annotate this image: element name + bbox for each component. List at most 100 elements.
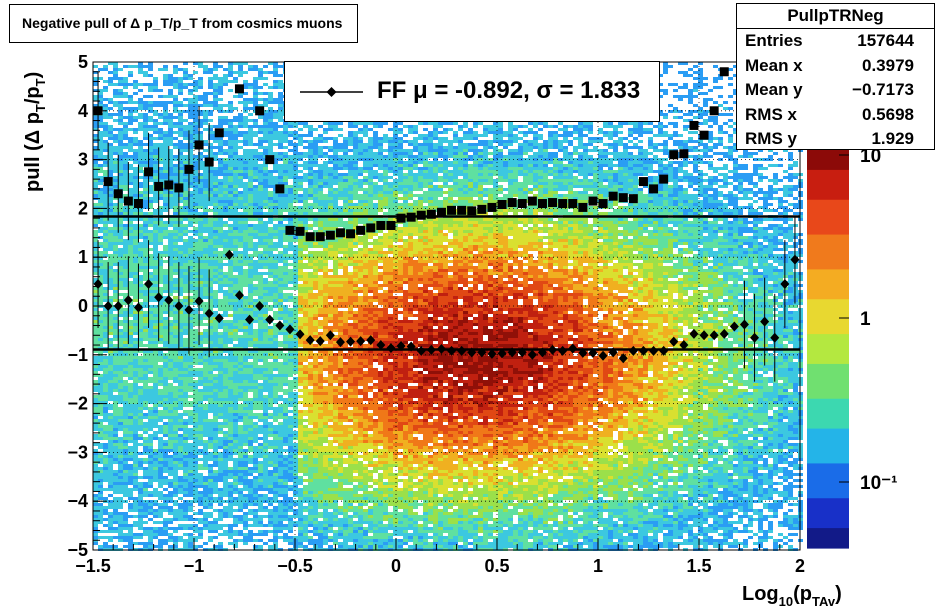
heatmap-cell [208, 395, 213, 398]
heatmap-cell [183, 230, 188, 233]
heatmap-cell [138, 494, 143, 497]
heatmap-cell [243, 191, 248, 194]
heatmap-cell [218, 287, 223, 290]
heatmap-cell [163, 542, 168, 545]
heatmap-cell [138, 317, 143, 320]
heatmap-cell [168, 338, 173, 341]
heatmap-cell [103, 134, 108, 137]
heatmap-cell [108, 284, 113, 287]
heatmap-cell [243, 497, 248, 500]
heatmap-cell [113, 386, 118, 389]
heatmap-cell [148, 287, 153, 290]
heatmap-cell [118, 311, 123, 314]
heatmap-cell [198, 437, 203, 440]
heatmap-cell [223, 182, 228, 185]
heatmap-cell [143, 206, 148, 209]
heatmap-cell [153, 530, 158, 533]
heatmap-cell [133, 392, 138, 395]
heatmap-cell [153, 419, 158, 422]
heatmap-cell [168, 377, 173, 380]
heatmap-cell [103, 314, 108, 317]
heatmap-cell [178, 83, 183, 86]
heatmap-cell [258, 197, 263, 200]
heatmap-cell [168, 344, 173, 347]
heatmap-cell [113, 491, 118, 494]
heatmap-cell [223, 533, 228, 536]
heatmap-cell [128, 362, 133, 365]
heatmap-cell [223, 386, 228, 389]
heatmap-cell [223, 263, 228, 266]
heatmap-cell [198, 536, 203, 539]
heatmap-cell [243, 299, 248, 302]
heatmap-cell [143, 224, 148, 227]
heatmap-cell [128, 308, 133, 311]
heatmap-cell [188, 380, 193, 383]
heatmap-cell [243, 140, 248, 143]
heatmap-cell [233, 533, 238, 536]
heatmap-cell [188, 182, 193, 185]
heatmap-cell [178, 428, 183, 431]
heatmap-cell [263, 425, 268, 428]
heatmap-cell [118, 89, 123, 92]
heatmap-cell [203, 395, 208, 398]
heatmap-cell [248, 248, 253, 251]
heatmap-cell [168, 440, 173, 443]
heatmap-cell [128, 167, 133, 170]
heatmap-cell [163, 230, 168, 233]
heatmap-cell [233, 290, 238, 293]
heatmap-cell [168, 173, 173, 176]
heatmap-cell [193, 482, 198, 485]
heatmap-cell [208, 224, 213, 227]
heatmap-cell [208, 530, 213, 533]
heatmap-cell [118, 533, 123, 536]
heatmap-cell [223, 530, 228, 533]
heatmap-cell [233, 518, 238, 521]
heatmap-cell [188, 224, 193, 227]
heatmap-cell [133, 431, 138, 434]
heatmap-cell [113, 323, 118, 326]
heatmap-cell [128, 365, 133, 368]
heatmap-cell [208, 272, 213, 275]
heatmap-cell [153, 260, 158, 263]
heatmap-cell [143, 200, 148, 203]
heatmap-cell [103, 479, 108, 482]
heatmap-cell [238, 221, 243, 224]
heatmap-cell [248, 179, 253, 182]
heatmap-cell [98, 467, 103, 470]
heatmap-cell [143, 137, 148, 140]
heatmap-cell [198, 500, 203, 503]
heatmap-cell [223, 236, 228, 239]
heatmap-cell [188, 125, 193, 128]
heatmap-cell [163, 287, 168, 290]
heatmap-cell [148, 362, 153, 365]
heatmap-cell [163, 326, 168, 329]
heatmap-cell [133, 395, 138, 398]
heatmap-cell [213, 302, 218, 305]
heatmap-cell [138, 83, 143, 86]
heatmap-cell [243, 110, 248, 113]
heatmap-cell [103, 374, 108, 377]
heatmap-cell [113, 500, 118, 503]
heatmap-cell [143, 350, 148, 353]
heatmap-cell [233, 197, 238, 200]
heatmap-cell [223, 443, 228, 446]
heatmap-cell [103, 155, 108, 158]
heatmap-cell [213, 242, 218, 245]
heatmap-cell [113, 404, 118, 407]
heatmap-cell [263, 434, 268, 437]
heatmap-cell [143, 161, 148, 164]
heatmap-cell [203, 446, 208, 449]
heatmap-cell [188, 230, 193, 233]
heatmap-cell [198, 191, 203, 194]
heatmap-cell [123, 533, 128, 536]
heatmap-cell [163, 101, 168, 104]
heatmap-cell [153, 467, 158, 470]
heatmap-cell [143, 401, 148, 404]
heatmap-cell [158, 287, 163, 290]
heatmap-cell [223, 509, 228, 512]
heatmap-cell [193, 488, 198, 491]
heatmap-cell [213, 536, 218, 539]
heatmap-cell [253, 479, 258, 482]
heatmap-cell [228, 401, 233, 404]
heatmap-cell [268, 272, 273, 275]
